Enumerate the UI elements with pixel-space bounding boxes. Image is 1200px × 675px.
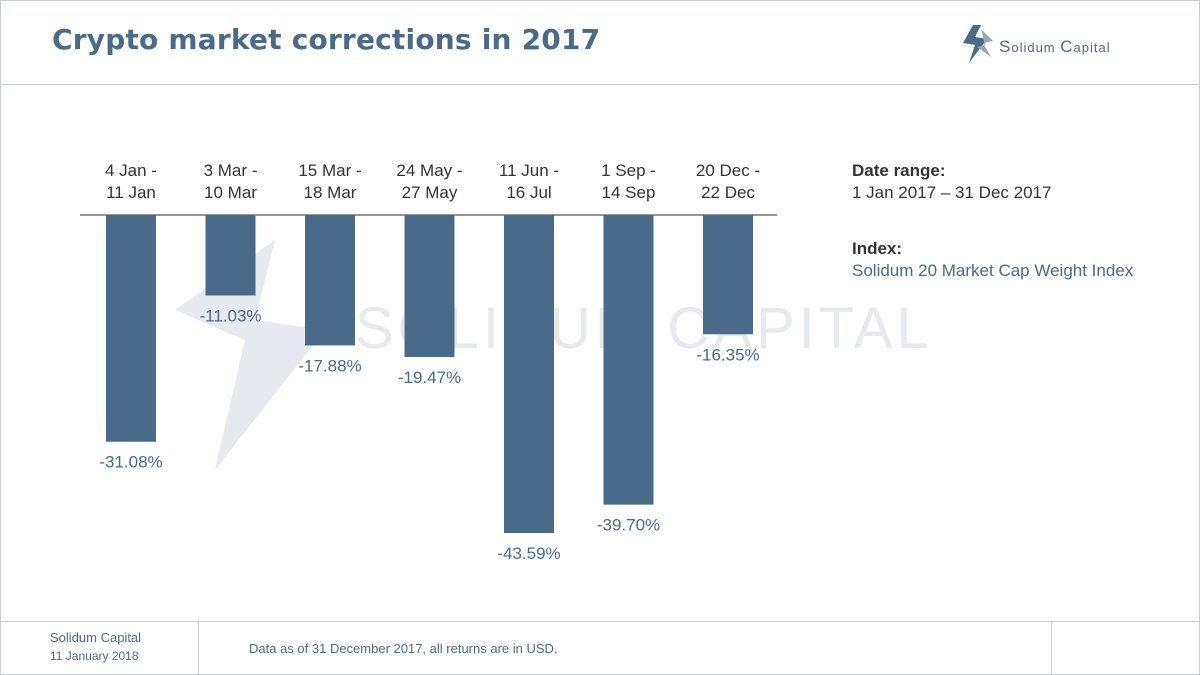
bar-chart: 4 Jan - 11 Jan -31.08% 3 Mar - 10 Mar -11.03%… [80, 161, 777, 563]
footer-company: Solidum Capital [50, 630, 142, 645]
data-label: -43.59% [497, 544, 560, 563]
bar-1 [205, 215, 256, 296]
date-range-label: Date range: [852, 161, 946, 180]
logo-text: Solidum Capital [999, 37, 1111, 56]
data-label: -31.08% [99, 453, 162, 472]
bar-0 [106, 215, 156, 442]
category-label: 1 Sep - [601, 161, 656, 180]
footer-date: 11 January 2018 [50, 649, 139, 663]
index-label: Index: [852, 239, 903, 258]
info-panel: Date range: 1 Jan 2017 – 31 Dec 2017 Ind… [852, 160, 1172, 282]
index-value: Solidum 20 Market Cap Weight Index [852, 261, 1134, 280]
data-label: -19.47% [398, 368, 461, 387]
data-label: -11.03% [199, 306, 261, 325]
category-label: 18 Mar [304, 183, 357, 202]
category-label: 11 Jun - [499, 161, 559, 180]
bar-6 [703, 215, 753, 335]
bar-2 [305, 215, 355, 346]
data-label: -17.88% [298, 356, 361, 375]
category-label: 10 Mar [204, 183, 257, 202]
footer-divider [1051, 622, 1052, 675]
category-label: 15 Mar - [298, 161, 361, 180]
category-label: 3 Mar - [204, 161, 258, 180]
footer-note: Data as of 31 December 2017, all returns… [249, 641, 558, 656]
category-label: 27 May [402, 183, 458, 202]
bar-3 [404, 215, 455, 358]
watermark-mark-icon [175, 240, 325, 470]
category-label: 20 Dec - [696, 161, 760, 180]
bar-5 [603, 215, 654, 505]
category-label: 4 Jan - [105, 161, 157, 180]
page-title: Crypto market corrections in 2017 [52, 23, 601, 56]
logo-mark-icon [963, 25, 993, 63]
company-logo: Solidum Capital [959, 23, 1159, 69]
data-label: -39.70% [597, 516, 660, 535]
footer-divider [198, 622, 199, 675]
category-label: 24 May - [396, 161, 462, 180]
data-label: -16.35% [696, 345, 759, 364]
header: Crypto market corrections in 2017 Solidu… [1, 1, 1199, 85]
category-label: 14 Sep [602, 183, 656, 202]
footer: Solidum Capital 11 January 2018 Data as … [1, 621, 1199, 675]
date-range-value: 1 Jan 2017 – 31 Dec 2017 [852, 183, 1052, 202]
category-label: 11 Jan [106, 183, 156, 202]
category-label: 22 Dec [701, 183, 755, 202]
category-label: 16 Jul [506, 183, 551, 202]
bar-4 [504, 215, 554, 533]
